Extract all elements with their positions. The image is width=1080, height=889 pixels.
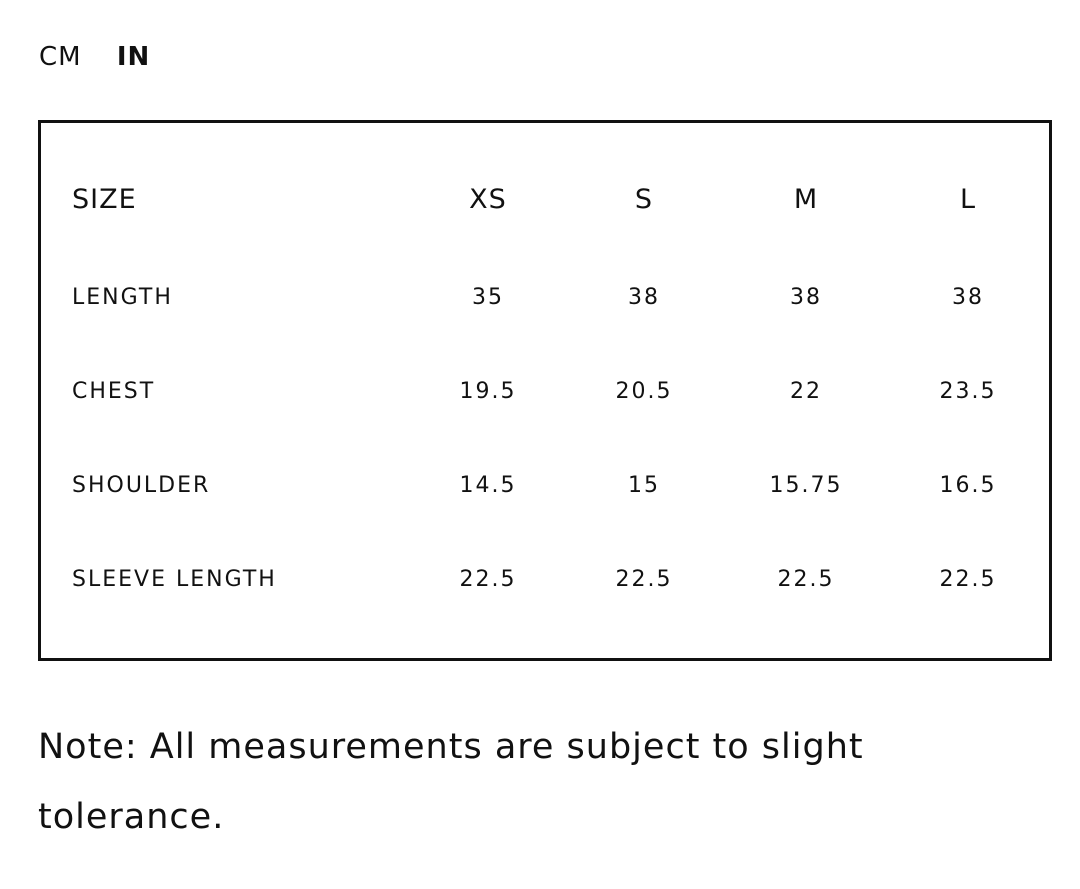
table-cell: 38 (628, 285, 660, 310)
header-cell: S (634, 184, 654, 215)
table-cell: 22.5 (615, 567, 673, 592)
table-cell: 35 (472, 285, 504, 310)
table-row: SHOULDER 14.5 15 15.75 16.5 (41, 466, 1049, 506)
table-cell: 38 (790, 285, 822, 310)
unit-in-button[interactable]: IN (116, 42, 151, 72)
table-header-row: SIZE XS S M L (41, 180, 1049, 220)
row-label: CHEST (72, 379, 156, 404)
header-cell: M (793, 184, 819, 215)
table-row: CHEST 19.5 20.5 22 23.5 (41, 372, 1049, 412)
unit-cm-button[interactable]: CM (39, 42, 82, 72)
table-cell: 22.5 (459, 567, 517, 592)
table-cell: 22.5 (939, 567, 997, 592)
table-cell: 22.5 (777, 567, 835, 592)
table-cell: 14.5 (459, 473, 517, 498)
header-cell: XS (469, 184, 507, 215)
unit-toggle: CM IN (39, 42, 176, 72)
size-chart-table: SIZE XS S M L LENGTH 35 38 38 38 CHEST 19.5 20.… (38, 120, 1052, 661)
header-cell: L (959, 184, 977, 215)
table-cell: 16.5 (939, 473, 997, 498)
table-cell: 19.5 (459, 379, 517, 404)
table-cell: 38 (952, 285, 984, 310)
row-label: SLEEVE LENGTH (72, 567, 277, 592)
header-cell: SIZE (72, 184, 137, 215)
table-row: SLEEVE LENGTH 22.5 22.5 22.5 22.5 (41, 560, 1049, 600)
table-cell: 15.75 (769, 473, 843, 498)
table-row: LENGTH 35 38 38 38 (41, 278, 1049, 318)
row-label: LENGTH (72, 285, 173, 310)
table-cell: 23.5 (939, 379, 997, 404)
measurement-note: Note: All measurements are subject to sl… (38, 727, 864, 837)
table-cell: 20.5 (615, 379, 673, 404)
table-cell: 22 (790, 379, 822, 404)
table-cell: 15 (628, 473, 660, 498)
row-label: SHOULDER (72, 473, 211, 498)
